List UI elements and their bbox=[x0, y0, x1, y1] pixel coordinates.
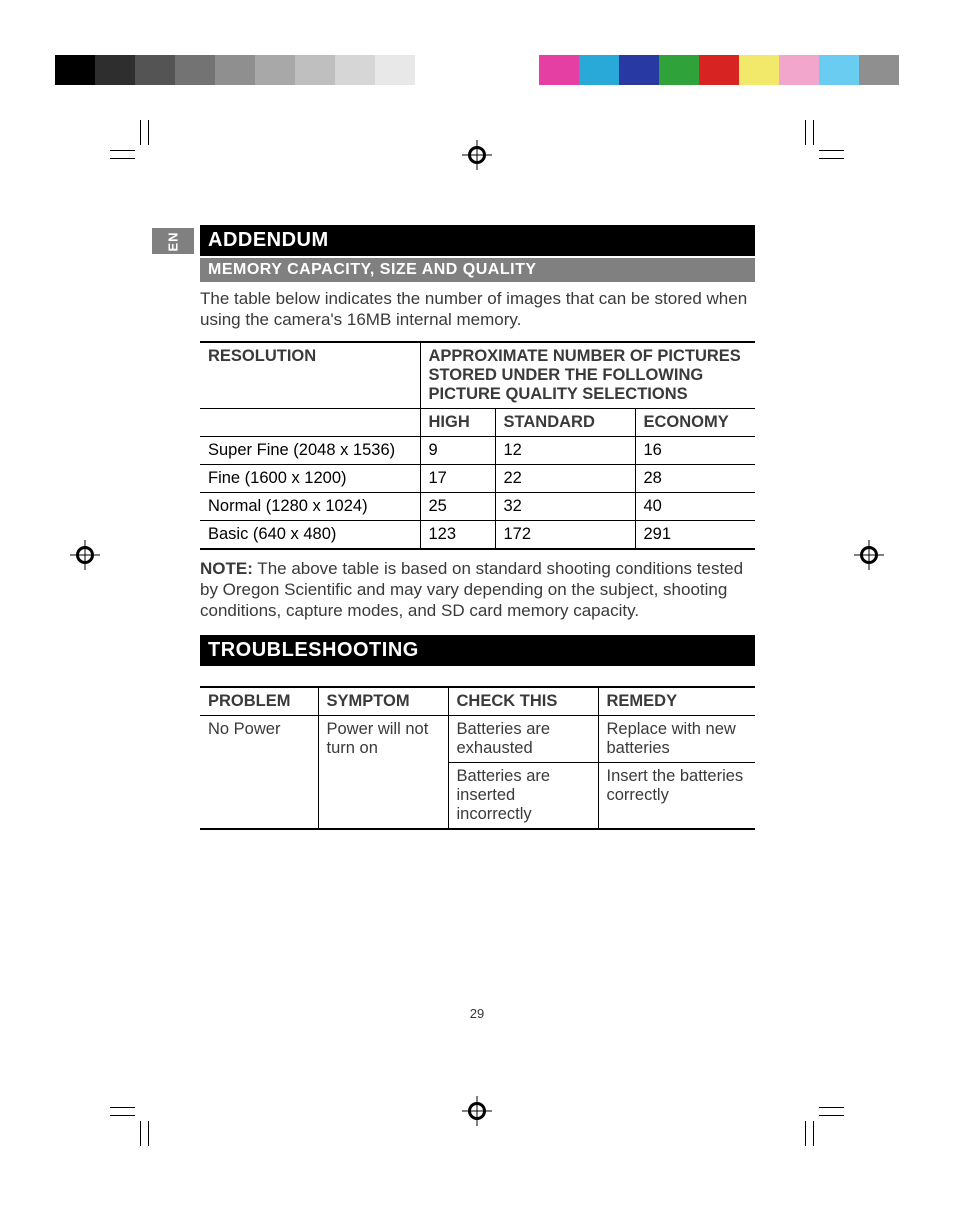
memory-capacity-table: RESOLUTION APPROXIMATE NUMBER OF PICTURE… bbox=[200, 341, 755, 550]
col-resolution: RESOLUTION bbox=[200, 342, 420, 409]
memory-subheading: MEMORY CAPACITY, SIZE AND QUALITY bbox=[200, 258, 755, 282]
note-label: NOTE: bbox=[200, 559, 253, 578]
col-check: CHECK THIS bbox=[448, 687, 598, 716]
col-economy: ECONOMY bbox=[635, 408, 755, 436]
table-row: Fine (1600 x 1200) 17 22 28 bbox=[200, 464, 755, 492]
col-symptom: SYMPTOM bbox=[318, 687, 448, 716]
col-remedy: REMEDY bbox=[598, 687, 755, 716]
troubleshooting-heading: TROUBLESHOOTING bbox=[200, 635, 755, 666]
col-approx: APPROXIMATE NUMBER OF PICTURES STORED UN… bbox=[420, 342, 755, 409]
table-row: No Power Power will not turn on Batterie… bbox=[200, 716, 755, 763]
memory-intro-text: The table below indicates the number of … bbox=[200, 288, 755, 331]
table-row: Super Fine (2048 x 1536) 9 12 16 bbox=[200, 436, 755, 464]
col-standard: STANDARD bbox=[495, 408, 635, 436]
note-text: NOTE: The above table is based on standa… bbox=[200, 558, 755, 622]
print-color-bar-right bbox=[539, 55, 899, 85]
print-color-bar-left bbox=[55, 55, 415, 85]
addendum-heading: ADDENDUM bbox=[200, 225, 755, 256]
table-row: Basic (640 x 480) 123 172 291 bbox=[200, 520, 755, 549]
registration-mark-icon bbox=[854, 540, 884, 570]
note-body: The above table is based on standard sho… bbox=[200, 559, 743, 621]
crop-mark-icon bbox=[784, 1086, 844, 1146]
crop-mark-icon bbox=[110, 120, 170, 180]
registration-mark-icon bbox=[70, 540, 100, 570]
col-problem: PROBLEM bbox=[200, 687, 318, 716]
language-tab: EN bbox=[152, 228, 194, 254]
col-high: HIGH bbox=[420, 408, 495, 436]
page-number: 29 bbox=[0, 1006, 954, 1021]
crop-mark-icon bbox=[784, 120, 844, 180]
table-row: Normal (1280 x 1024) 25 32 40 bbox=[200, 492, 755, 520]
crop-mark-icon bbox=[110, 1086, 170, 1146]
troubleshooting-table: PROBLEM SYMPTOM CHECK THIS REMEDY No Pow… bbox=[200, 686, 755, 830]
registration-mark-icon bbox=[462, 140, 492, 170]
page-content: ADDENDUM MEMORY CAPACITY, SIZE AND QUALI… bbox=[200, 225, 755, 830]
registration-mark-icon bbox=[462, 1096, 492, 1126]
